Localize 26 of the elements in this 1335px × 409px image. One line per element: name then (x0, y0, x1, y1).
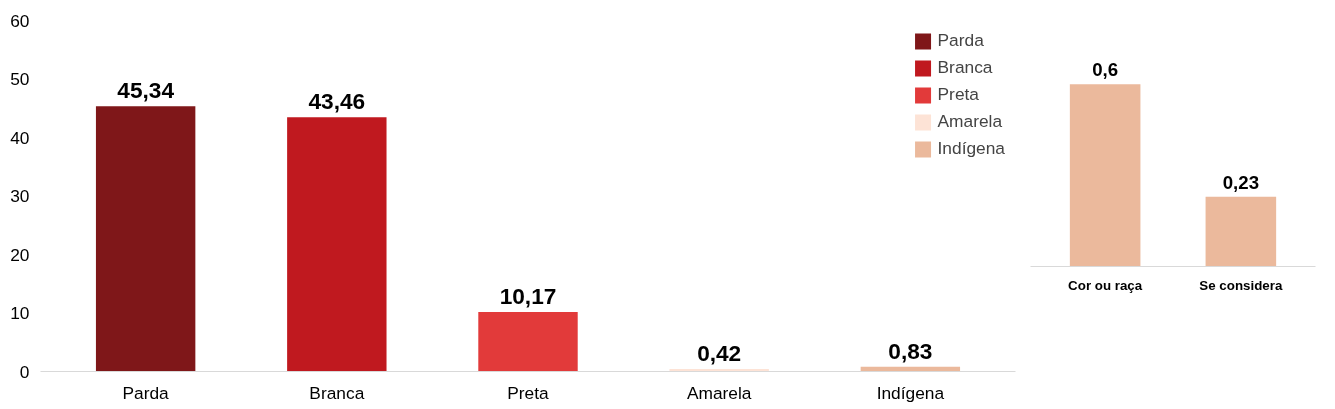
data-label: 0,23 (1222, 171, 1260, 193)
legend-label: Amarela (937, 111, 1003, 132)
x-tick-label: Cor ou raça (1068, 277, 1143, 293)
legend-label: Preta (937, 84, 979, 105)
legend-label: Branca (937, 57, 993, 78)
x-tick-label: Parda (122, 382, 170, 403)
data-label: 10,17 (499, 283, 557, 310)
x-tick-label: Se considera (1199, 277, 1283, 293)
data-label: 0,42 (697, 340, 742, 367)
x-tick-label: Indígena (876, 382, 945, 403)
x-tick-label: Amarela (686, 382, 752, 403)
legend-label: Indígena (937, 138, 1005, 159)
y-tick-label: 10 (10, 303, 30, 323)
legend-label: Parda (937, 30, 984, 51)
y-tick-label: 60 (10, 10, 30, 31)
data-label: 45,34 (117, 77, 175, 104)
y-tick-label: 30 (10, 186, 30, 206)
x-tick-label: Branca (309, 382, 365, 403)
data-label: 43,46 (308, 88, 366, 115)
y-tick-label: 20 (10, 244, 30, 265)
y-tick-label: 40 (10, 127, 30, 148)
y-tick-label: 50 (10, 69, 30, 89)
data-label: 0,83 (888, 337, 933, 364)
x-tick-label: Preta (507, 382, 550, 403)
data-label: 0,6 (1092, 59, 1119, 81)
y-tick-label: 0 (19, 361, 30, 382)
